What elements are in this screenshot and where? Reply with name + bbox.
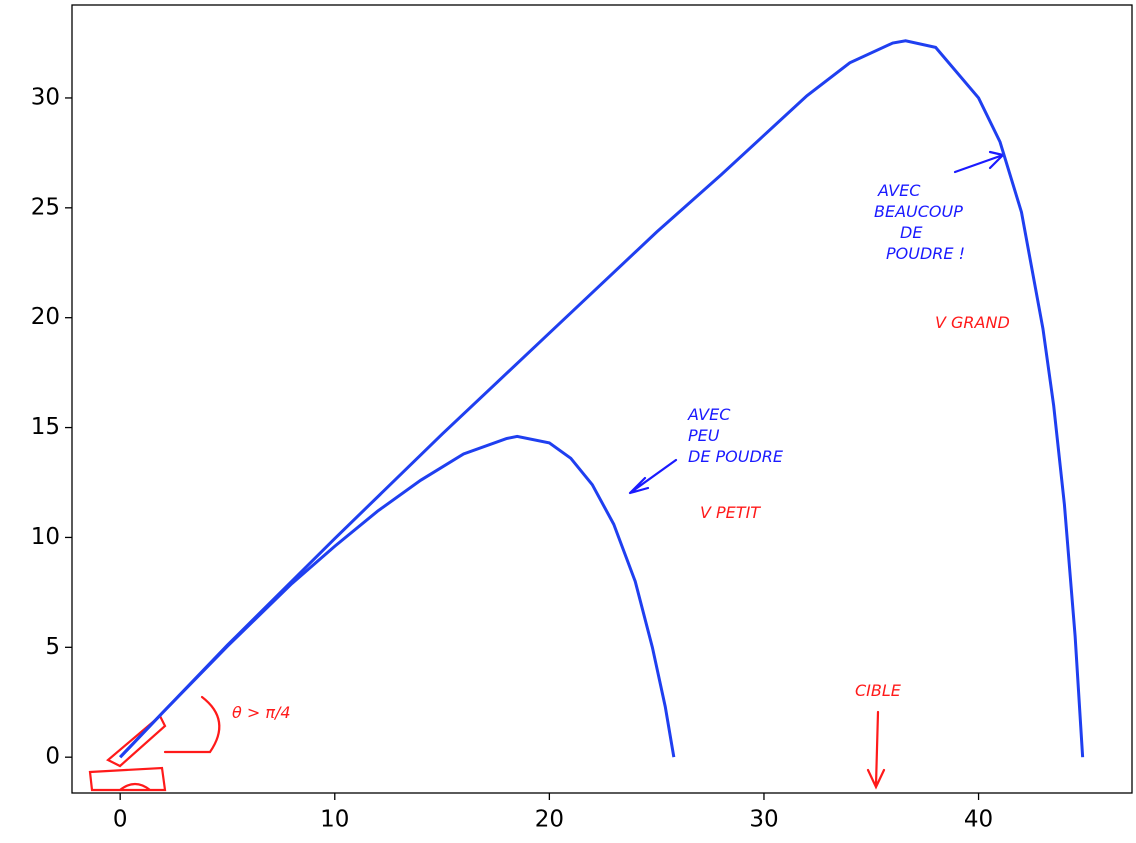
annotation-line: PEU: [688, 426, 720, 445]
arrow: [955, 152, 1003, 172]
y-tick-label: 15: [31, 414, 60, 440]
annotation: θ > π/4: [232, 703, 291, 722]
annotation-line: AVEC: [877, 181, 921, 200]
annotation-line: BEAUCOUP: [874, 202, 963, 221]
annotation-line: DE: [900, 223, 923, 242]
annotation-line: V GRAND: [935, 313, 1010, 332]
y-tick-label: 30: [31, 84, 60, 110]
y-tick-label: 20: [31, 304, 60, 330]
annotation-line: AVEC: [687, 405, 731, 424]
x-tick-label: 30: [749, 807, 778, 833]
annotation: V PETIT: [700, 503, 761, 522]
annotation-line: CIBLE: [855, 681, 902, 700]
x-tick-label: 40: [964, 807, 993, 833]
y-tick-label: 5: [45, 634, 60, 660]
arrow: [868, 712, 884, 787]
trajectory-line: [120, 41, 1082, 757]
x-tick-label: 20: [535, 807, 564, 833]
plot-frame: [72, 5, 1132, 793]
annotation: V GRAND: [935, 313, 1010, 332]
x-tick-label: 0: [113, 807, 128, 833]
annotation: CIBLE: [855, 681, 902, 700]
y-tick-label: 10: [31, 524, 60, 550]
annotation-line: DE POUDRE: [688, 447, 784, 466]
x-tick-label: 10: [320, 807, 349, 833]
annotation: AVEC BEAUCOUP DE POUDRE !: [874, 181, 965, 263]
angle-arc: [165, 697, 219, 752]
trajectory-line: [120, 436, 674, 757]
y-tick-label: 25: [31, 194, 60, 220]
y-tick-label: 0: [45, 744, 60, 770]
annotation-line: θ > π/4: [232, 703, 291, 722]
arrow: [630, 460, 676, 493]
cannon: [90, 716, 165, 790]
annotation-line: POUDRE !: [886, 244, 965, 263]
annotation: AVEC PEU DE POUDRE: [687, 405, 784, 466]
annotation-line: V PETIT: [700, 503, 761, 522]
chart: 0 10 20 30 40 0 5 10 15 20 25 30 AVEC PEU DE POUDRE V P…: [0, 0, 1136, 843]
